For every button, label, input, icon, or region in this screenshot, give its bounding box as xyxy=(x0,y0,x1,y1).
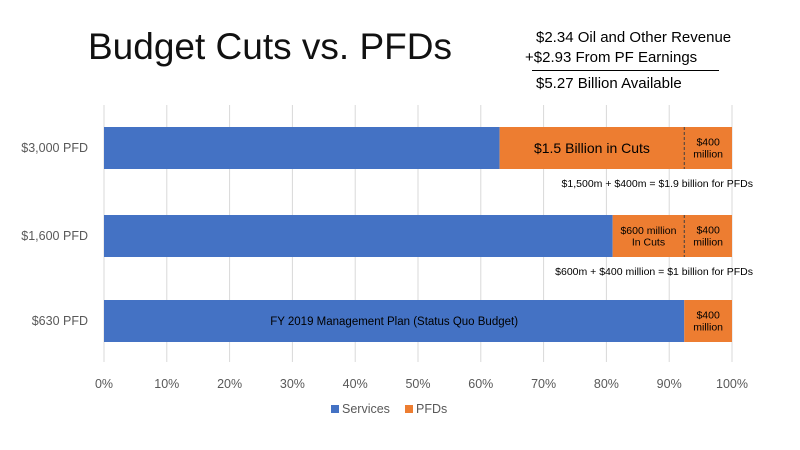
bar-right-label: $400 xyxy=(696,310,720,322)
x-tick-label: 30% xyxy=(280,377,305,391)
bar-main-label: $1.5 Billion in Cuts xyxy=(534,140,650,156)
chart-title: Budget Cuts vs. PFDs xyxy=(88,26,452,67)
revenue-oil-line: $2.34 Oil and Other Revenue xyxy=(536,29,732,46)
legend-label: Services xyxy=(342,402,390,416)
x-tick-label: 80% xyxy=(594,377,619,391)
x-tick-label: 10% xyxy=(154,377,179,391)
bar-right-label: million xyxy=(693,322,723,334)
bar-right-label: $400 xyxy=(696,225,720,237)
bar-note: $1,500m + $400m = $1.9 billion for PFDs xyxy=(562,178,753,190)
x-tick-label: 0% xyxy=(95,377,113,391)
revenue-total-line: $5.27 Billion Available xyxy=(536,75,682,92)
x-tick-label: 100% xyxy=(716,377,748,391)
bar-main-label: In Cuts xyxy=(632,236,665,248)
bar-right-label: million xyxy=(693,149,723,161)
x-tick-label: 50% xyxy=(405,377,430,391)
bar-pfds xyxy=(499,127,732,169)
bar-pfds xyxy=(612,215,732,257)
bar-services xyxy=(104,300,685,342)
category-label: $630 PFD xyxy=(32,314,88,328)
bar-right-label: $400 xyxy=(696,137,720,149)
x-tick-label: 20% xyxy=(217,377,242,391)
bar-main-label: FY 2019 Management Plan (Status Quo Budg… xyxy=(270,316,518,328)
legend-swatch-services xyxy=(331,405,339,413)
bar-note: $600m + $400 million = $1 billion for PF… xyxy=(555,266,753,278)
category-label: $1,600 PFD xyxy=(21,229,88,243)
bar-services xyxy=(104,215,613,257)
legend-label: PFDs xyxy=(416,402,447,416)
legend-swatch-pfds xyxy=(405,405,413,413)
x-tick-label: 60% xyxy=(468,377,493,391)
bar-pfds xyxy=(684,300,732,342)
x-tick-label: 70% xyxy=(531,377,556,391)
bar-main-label: $600 million xyxy=(620,225,676,237)
revenue-sum-rule xyxy=(532,70,719,71)
x-tick-label: 40% xyxy=(343,377,368,391)
x-tick-label: 90% xyxy=(657,377,682,391)
bar-right-label: million xyxy=(693,237,723,249)
revenue-pf-line: +$2.93 From PF Earnings xyxy=(525,49,698,66)
category-label: $3,000 PFD xyxy=(21,141,88,155)
bar-services xyxy=(104,127,500,169)
